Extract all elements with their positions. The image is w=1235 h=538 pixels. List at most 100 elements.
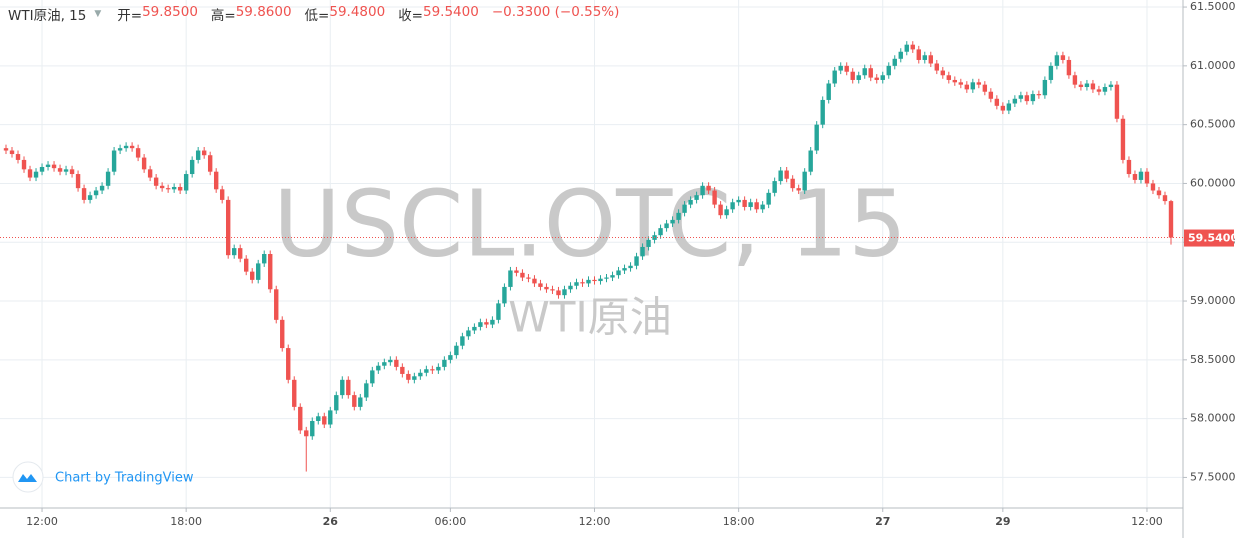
attribution[interactable]: Chart by TradingView (55, 471, 194, 486)
candle-body (1126, 159, 1132, 175)
candle-body (81, 188, 87, 200)
candle-body (3, 148, 9, 151)
x-tick-label: 18:00 (723, 515, 755, 528)
candle-body (135, 148, 141, 158)
candle-body (87, 195, 93, 200)
candle-body (51, 164, 57, 169)
candle-body (862, 68, 867, 76)
candle-body (880, 75, 885, 80)
candle-body (93, 190, 99, 196)
candle-body (532, 278, 537, 284)
dropdown-arrow[interactable]: ▼ (94, 9, 102, 19)
candle-body (244, 258, 249, 272)
last-price-label: 59.5400 (1188, 232, 1235, 245)
candle-body (1162, 195, 1168, 202)
candle-body (598, 278, 603, 282)
candle-body (712, 190, 717, 205)
candle-body (27, 169, 33, 178)
candle-body (177, 186, 183, 191)
candle-body (508, 270, 513, 287)
candle-body (790, 178, 795, 189)
candle-body (231, 248, 237, 256)
candle-body (574, 282, 579, 286)
candle-body (934, 63, 939, 71)
candle-body (922, 55, 927, 60)
candle-body (778, 170, 783, 182)
candle-body (784, 170, 789, 179)
candle-body (268, 254, 273, 290)
grid (0, 0, 1183, 508)
candle-body (832, 70, 837, 84)
candle-body (580, 282, 585, 284)
candle-body (754, 202, 759, 210)
x-tick-label: 06:00 (435, 515, 467, 528)
candle-body (568, 285, 573, 290)
candle-body (141, 157, 147, 170)
candle-body (1120, 118, 1126, 160)
candle-body (1144, 171, 1150, 184)
candle-body (262, 254, 267, 264)
candle-body (982, 84, 988, 92)
candle-body (328, 410, 333, 425)
candle-body (1090, 83, 1096, 90)
candle-body (682, 204, 687, 213)
candle-body (748, 202, 753, 207)
symbol-title[interactable]: WTI原油, 15 (8, 8, 87, 24)
candle-body (129, 145, 135, 149)
candle-body (946, 75, 952, 80)
ohlc-value: 59.4800 (329, 4, 386, 20)
candle-body (892, 58, 897, 66)
last-price-box (1184, 229, 1234, 247)
candle-body (1108, 84, 1114, 88)
candle-body (484, 322, 489, 325)
candle-body (826, 83, 831, 100)
candle-body (165, 188, 171, 190)
candle-body (1114, 84, 1120, 119)
candle-body (346, 379, 351, 396)
candle-body (219, 189, 225, 200)
x-tick-label: 18:00 (170, 515, 202, 528)
candle-body (340, 379, 345, 396)
candle-body (1036, 94, 1042, 96)
candle-body (478, 322, 483, 327)
logo-circle (12, 461, 44, 493)
candle-body (1000, 105, 1006, 111)
candle-body (1168, 201, 1174, 238)
candle-body (250, 271, 255, 280)
candle-body (183, 174, 189, 191)
candle-body (322, 416, 327, 425)
candle-body (225, 199, 231, 256)
ohlc-value: 59.5400 (423, 4, 479, 20)
candle-body (424, 369, 429, 373)
candle-body (1150, 183, 1156, 191)
candle-body (298, 406, 303, 431)
candle-body (658, 228, 663, 236)
candle-body (63, 169, 69, 172)
candle-body (111, 150, 117, 172)
candle-body (310, 420, 315, 437)
candle-body (1006, 103, 1012, 111)
candle-body (412, 376, 417, 380)
candle-body (406, 373, 411, 380)
candle-body (105, 171, 111, 186)
candle-body (502, 286, 507, 304)
candle-body (15, 154, 21, 160)
y-tick-label: 58.5000 (1190, 353, 1235, 366)
candle-body (39, 166, 45, 172)
candle-body (766, 192, 771, 205)
candle-body (358, 397, 363, 407)
candle-body (1024, 95, 1030, 102)
candle-body (57, 168, 63, 172)
candle-body (838, 65, 843, 71)
candle-body (976, 82, 982, 85)
ohlc-label: 收= (398, 8, 423, 24)
y-tick-label: 59.0000 (1190, 294, 1235, 307)
candle-body (334, 395, 339, 411)
candle-body (634, 256, 639, 266)
candle-body (610, 275, 615, 278)
candle-body (123, 145, 129, 149)
candle-body (730, 202, 735, 210)
candle-body (316, 416, 321, 421)
y-tick-label: 60.5000 (1190, 118, 1235, 131)
